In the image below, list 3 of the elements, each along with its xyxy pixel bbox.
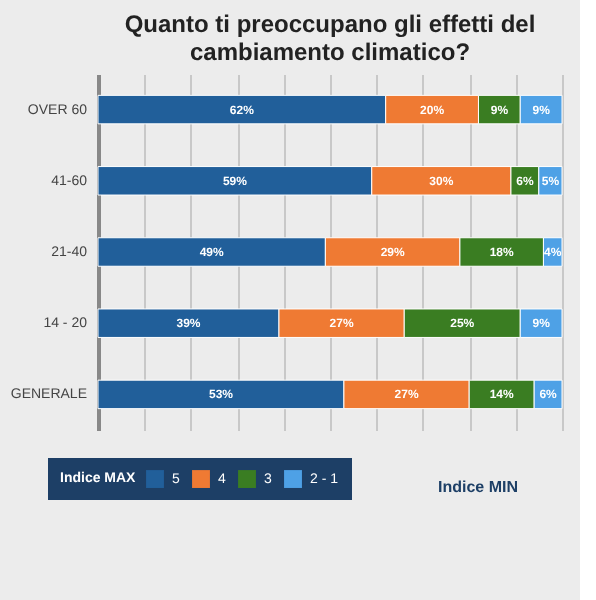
text: cambiamento climatico? xyxy=(189,38,471,66)
text: Quanto ti preoccupano gli effetti del xyxy=(124,10,536,38)
text: Indice MIN xyxy=(438,478,519,496)
